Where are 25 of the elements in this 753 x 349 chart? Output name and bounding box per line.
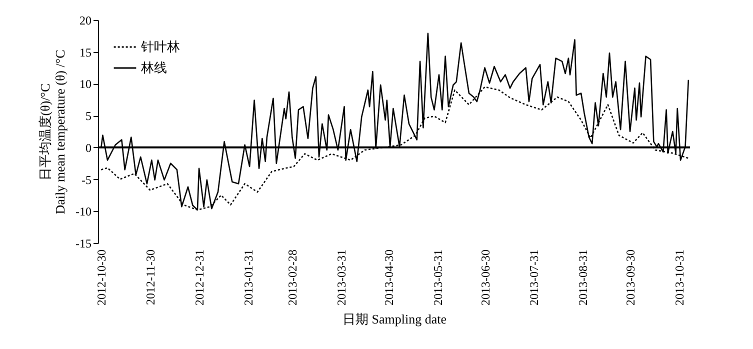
x-axis-title: 日期 Sampling date — [342, 311, 447, 326]
x-tick-label: 2013-06-30 — [478, 250, 492, 306]
x-tick-label: 2013-01-31 — [241, 250, 256, 306]
x-tick-label: 2013-07-31 — [527, 250, 542, 306]
x-tick-label: 2012-11-30 — [144, 250, 158, 306]
x-tick-label: 2013-02-28 — [286, 250, 300, 306]
x-tick-label: 2013-05-31 — [430, 250, 445, 306]
x-tick-label: 2013-08-31 — [576, 250, 590, 306]
y-tick-label: 15 — [80, 45, 92, 60]
y-tick-label: 20 — [80, 14, 92, 28]
y-axis-title: 日平均温度(θ)/°C Daily mean temperature (θ) /°C — [38, 50, 68, 214]
legend-label: 针叶林 — [140, 39, 180, 54]
y-tick-label: -5 — [82, 172, 92, 187]
x-tick-label: 2013-10-31 — [672, 250, 686, 306]
x-tick-label: 2012-12-31 — [192, 250, 207, 306]
x-tick-label: 2013-04-30 — [382, 250, 396, 306]
y-tick-label: 10 — [80, 77, 92, 92]
y-tick-label: -15 — [76, 236, 92, 250]
x-tick-label: 2013-09-30 — [624, 250, 638, 306]
y-tick-label: -10 — [76, 204, 92, 219]
y-tick-label: 0 — [86, 140, 92, 155]
legend-label: 林线 — [140, 60, 167, 75]
x-tick-label: 2013-03-31 — [334, 250, 349, 306]
x-tick-label: 2012-10-30 — [94, 250, 109, 306]
y-tick-label: 5 — [86, 109, 92, 124]
